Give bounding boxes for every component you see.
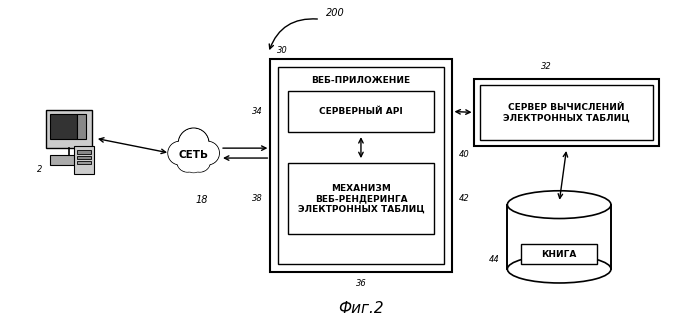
Text: СЕРВЕРНЫЙ API: СЕРВЕРНЫЙ API	[319, 107, 403, 116]
Bar	[77, 161, 91, 164]
Text: 200: 200	[326, 8, 344, 18]
Circle shape	[185, 155, 202, 173]
Text: 42: 42	[459, 194, 470, 203]
Bar	[77, 156, 91, 159]
Bar	[77, 150, 91, 154]
Circle shape	[179, 129, 208, 157]
Bar	[270, 59, 452, 272]
Text: 32: 32	[542, 62, 552, 71]
Bar	[507, 205, 611, 269]
Bar	[74, 146, 94, 174]
Circle shape	[168, 142, 191, 165]
Bar	[77, 114, 86, 139]
Bar	[288, 91, 433, 132]
Text: 30: 30	[277, 46, 288, 56]
Circle shape	[177, 151, 198, 172]
Text: 18: 18	[195, 195, 208, 205]
Bar	[480, 85, 653, 140]
Bar	[475, 79, 659, 146]
Circle shape	[196, 142, 219, 165]
Bar	[279, 67, 444, 264]
Bar	[50, 155, 88, 165]
Bar	[288, 163, 433, 234]
Text: 44: 44	[489, 255, 499, 264]
Text: Фиг.2: Фиг.2	[338, 301, 384, 316]
Text: 38: 38	[251, 194, 262, 203]
Text: СЕТЬ: СЕТЬ	[179, 150, 209, 160]
Text: 40: 40	[459, 149, 470, 159]
Ellipse shape	[507, 191, 611, 218]
Circle shape	[169, 142, 191, 164]
Bar	[521, 244, 597, 264]
Bar	[46, 111, 92, 148]
Bar	[508, 206, 610, 269]
Circle shape	[189, 151, 210, 172]
Circle shape	[186, 155, 202, 172]
Bar	[50, 114, 77, 139]
Circle shape	[178, 128, 209, 159]
Circle shape	[178, 152, 198, 171]
Text: 34: 34	[251, 107, 262, 116]
Text: 36: 36	[355, 280, 366, 288]
Circle shape	[190, 152, 209, 171]
Circle shape	[197, 142, 218, 164]
Text: ВЕБ-ПРИЛОЖЕНИЕ: ВЕБ-ПРИЛОЖЕНИЕ	[311, 76, 410, 85]
Text: СЕРВЕР ВЫЧИСЛЕНИЙ
ЭЛЕКТРОННЫХ ТАБЛИЦ: СЕРВЕР ВЫЧИСЛЕНИЙ ЭЛЕКТРОННЫХ ТАБЛИЦ	[503, 103, 630, 122]
Text: МЕХАНИЗМ
ВЕБ-РЕНДЕРИНГА
ЭЛЕКТРОННЫХ ТАБЛИЦ: МЕХАНИЗМ ВЕБ-РЕНДЕРИНГА ЭЛЕКТРОННЫХ ТАБЛ…	[297, 184, 424, 214]
Text: 2: 2	[37, 165, 43, 174]
Ellipse shape	[507, 255, 611, 283]
Text: КНИГА: КНИГА	[542, 250, 577, 259]
